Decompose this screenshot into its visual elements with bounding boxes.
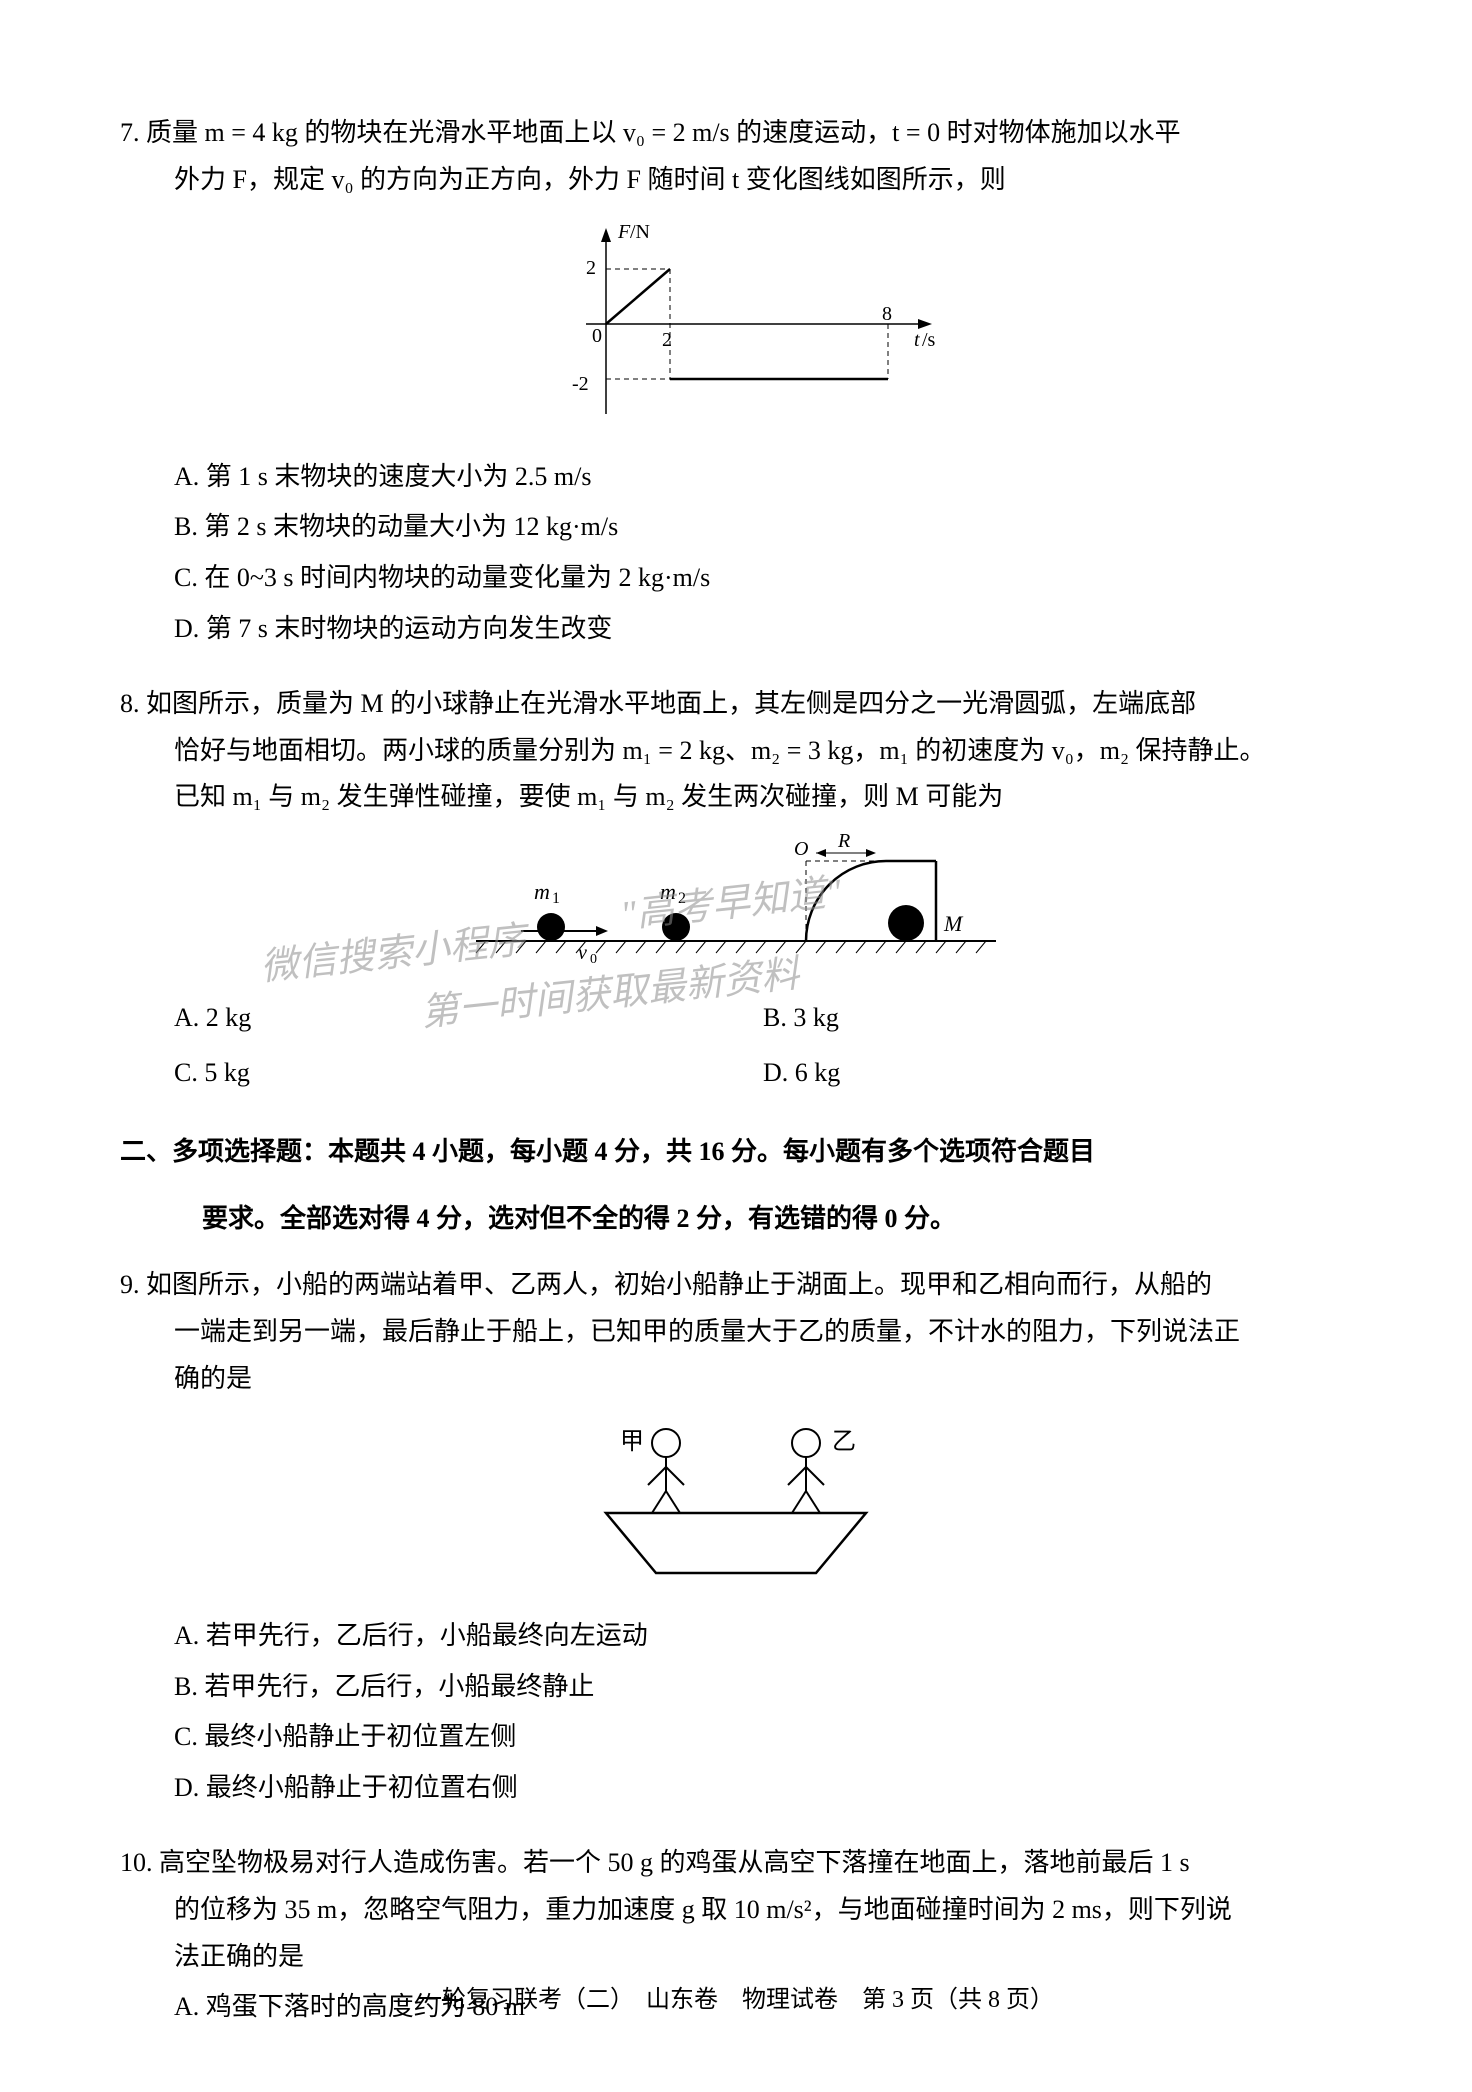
q7-line2: 外力 F，规定 v₀ 的方向为正方向，外力 F 随时间 t 变化图线如图所示，则	[120, 157, 1352, 204]
q7-number: 7.	[120, 118, 140, 147]
q7-line1: 7. 质量 m = 4 kg 的物块在光滑水平地面上以 v₀ = 2 m/s 的…	[120, 110, 1352, 157]
svg-text:2: 2	[586, 257, 596, 279]
svg-text:t: t	[914, 329, 920, 351]
svg-text:/N: /N	[630, 221, 650, 243]
q7-choice-d: D. 第 7 s 末时物块的运动方向发生改变	[174, 606, 1352, 653]
q9-line2: 一端走到另一端，最后静止于船上，已知甲的质量大于乙的质量，不计水的阻力，下列说法…	[120, 1309, 1352, 1356]
q8-number: 8.	[120, 689, 140, 718]
svg-text:O: O	[794, 838, 808, 860]
q9-diagram: 甲 乙	[120, 1413, 1352, 1593]
q10-number: 10.	[120, 1848, 153, 1877]
q9-line3: 确的是	[120, 1356, 1352, 1403]
q8-choices-row1: A. 2 kg B. 3 kg	[120, 991, 1352, 1046]
svg-text:0: 0	[590, 952, 597, 967]
q10-line2: 的位移为 35 m，忽略空气阻力，重力加速度 g 取 10 m/s²，与地面碰撞…	[120, 1887, 1352, 1934]
q7-choice-a: A. 第 1 s 末物块的速度大小为 2.5 m/s	[174, 454, 1352, 501]
q10-line3: 法正确的是	[120, 1934, 1352, 1981]
q10-line1: 10. 高空坠物极易对行人造成伤害。若一个 50 g 的鸡蛋从高空下落撞在地面上…	[120, 1840, 1352, 1887]
svg-text:1: 1	[552, 890, 560, 907]
section2-line1: 二、多项选择题：本题共 4 小题，每小题 4 分，共 16 分。每小题有多个选项…	[120, 1129, 1352, 1176]
q7-choices: A. 第 1 s 末物块的速度大小为 2.5 m/s B. 第 2 s 末物块的…	[120, 454, 1352, 653]
q7-choice-c: C. 在 0~3 s 时间内物块的动量变化量为 2 kg·m/s	[174, 555, 1352, 602]
q8-diagram-svg: m 1 v 0 m 2 O R M	[456, 831, 1016, 971]
q8-line3: 已知 m₁ 与 m₂ 发生弹性碰撞，要使 m₁ 与 m₂ 发生两次碰撞，则 M …	[120, 774, 1352, 821]
svg-text:甲: 甲	[620, 1429, 644, 1455]
svg-text:v: v	[578, 942, 587, 964]
svg-text:乙: 乙	[832, 1429, 856, 1455]
q8-choice-c: C. 5 kg	[174, 1050, 763, 1097]
section2-line2: 要求。全部选对得 4 分，选对但不全的得 2 分，有选错的得 0 分。	[120, 1196, 1352, 1243]
q7-graph: F /N t /s 2 0 -2 2 8	[120, 214, 1352, 434]
svg-text:8: 8	[882, 303, 892, 325]
svg-text:m: m	[660, 879, 676, 904]
q8-choices-row2: C. 5 kg D. 6 kg	[120, 1046, 1352, 1101]
q9-choice-b: B. 若甲先行，乙后行，小船最终静止	[174, 1664, 1352, 1711]
svg-text:-2: -2	[572, 373, 589, 395]
q9-choice-d: D. 最终小船静止于初位置右侧	[174, 1765, 1352, 1812]
q8-choice-a: A. 2 kg	[174, 995, 763, 1042]
q8-choice-d: D. 6 kg	[763, 1050, 1352, 1097]
q8-line2: 恰好与地面相切。两小球的质量分别为 m₁ = 2 kg、m₂ = 3 kg，m₁…	[120, 728, 1352, 775]
svg-text:m: m	[534, 879, 550, 904]
q9-choices: A. 若甲先行，乙后行，小船最终向左运动 B. 若甲先行，乙后行，小船最终静止 …	[120, 1613, 1352, 1812]
q9-diagram-svg: 甲 乙	[556, 1413, 916, 1593]
q8-diagram: m 1 v 0 m 2 O R M	[120, 831, 1352, 971]
q8-line1: 8. 如图所示，质量为 M 的小球静止在光滑水平地面上，其左侧是四分之一光滑圆弧…	[120, 681, 1352, 728]
q8-choice-b: B. 3 kg	[763, 995, 1352, 1042]
svg-text:0: 0	[592, 325, 602, 347]
svg-text:R: R	[837, 831, 850, 852]
q9-choice-a: A. 若甲先行，乙后行，小船最终向左运动	[174, 1613, 1352, 1660]
svg-text:2: 2	[678, 890, 686, 907]
q9-choice-c: C. 最终小船静止于初位置左侧	[174, 1714, 1352, 1761]
svg-text:F: F	[617, 221, 631, 243]
page-footer: 一轮复习联考（二） 山东卷 物理试卷 第 3 页（共 8 页）	[0, 1979, 1472, 2022]
svg-text:/s: /s	[922, 329, 936, 351]
q7-graph-svg: F /N t /s 2 0 -2 2 8	[526, 214, 946, 434]
question-7: 7. 质量 m = 4 kg 的物块在光滑水平地面上以 v₀ = 2 m/s 的…	[120, 110, 1352, 653]
q7-choice-b: B. 第 2 s 末物块的动量大小为 12 kg·m/s	[174, 504, 1352, 551]
svg-text:M: M	[943, 911, 964, 936]
question-8: 8. 如图所示，质量为 M 的小球静止在光滑水平地面上，其左侧是四分之一光滑圆弧…	[120, 681, 1352, 1101]
q9-number: 9.	[120, 1270, 140, 1299]
q9-line1: 9. 如图所示，小船的两端站着甲、乙两人，初始小船静止于湖面上。现甲和乙相向而行…	[120, 1262, 1352, 1309]
question-9: 9. 如图所示，小船的两端站着甲、乙两人，初始小船静止于湖面上。现甲和乙相向而行…	[120, 1262, 1352, 1812]
